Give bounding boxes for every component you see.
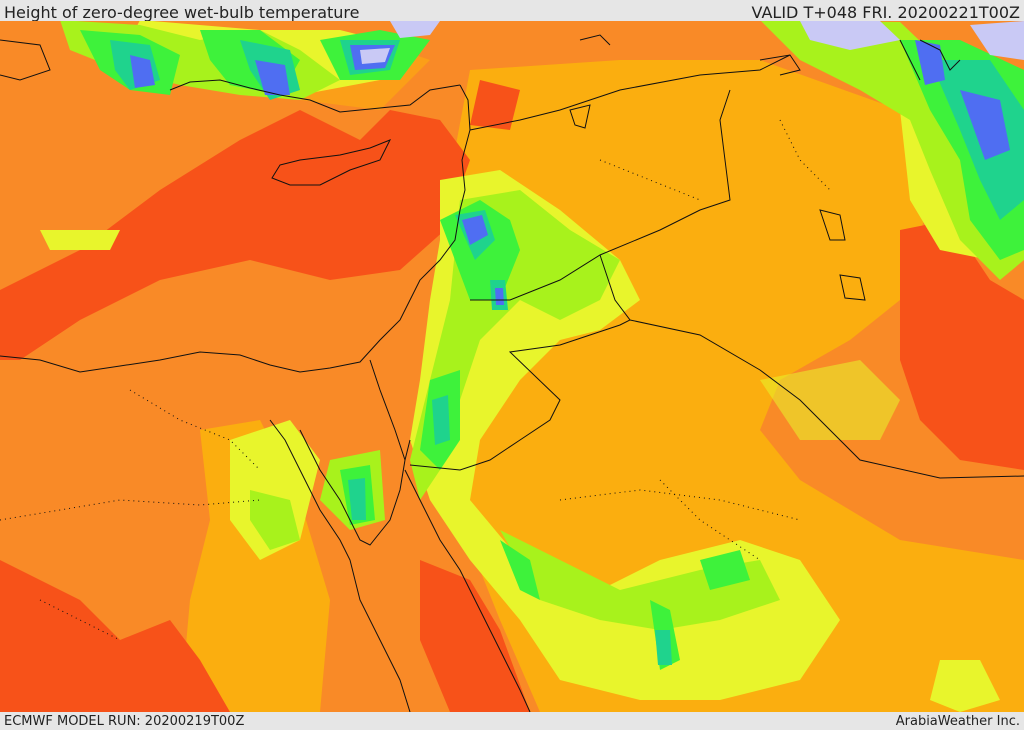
footer-bar: ECMWF MODEL RUN: 20200219T00Z ArabiaWeat… xyxy=(0,712,1024,729)
model-run-label: ECMWF MODEL RUN: 20200219T00Z xyxy=(4,714,245,729)
national-borders xyxy=(369,39,1024,479)
map-title: Height of zero-degree wet-bulb temperatu… xyxy=(4,3,360,22)
coastlines xyxy=(0,34,961,712)
regional-boundaries xyxy=(0,119,831,641)
header-bar: Height of zero-degree wet-bulb temperatu… xyxy=(0,0,1024,22)
valid-time: VALID T+048 FRI. 20200221T00Z xyxy=(751,3,1020,22)
red-zones xyxy=(0,80,1024,712)
lavender-zones xyxy=(360,21,1024,64)
credit-label: ArabiaWeather Inc. xyxy=(895,714,1020,729)
weather-map xyxy=(0,21,1024,712)
